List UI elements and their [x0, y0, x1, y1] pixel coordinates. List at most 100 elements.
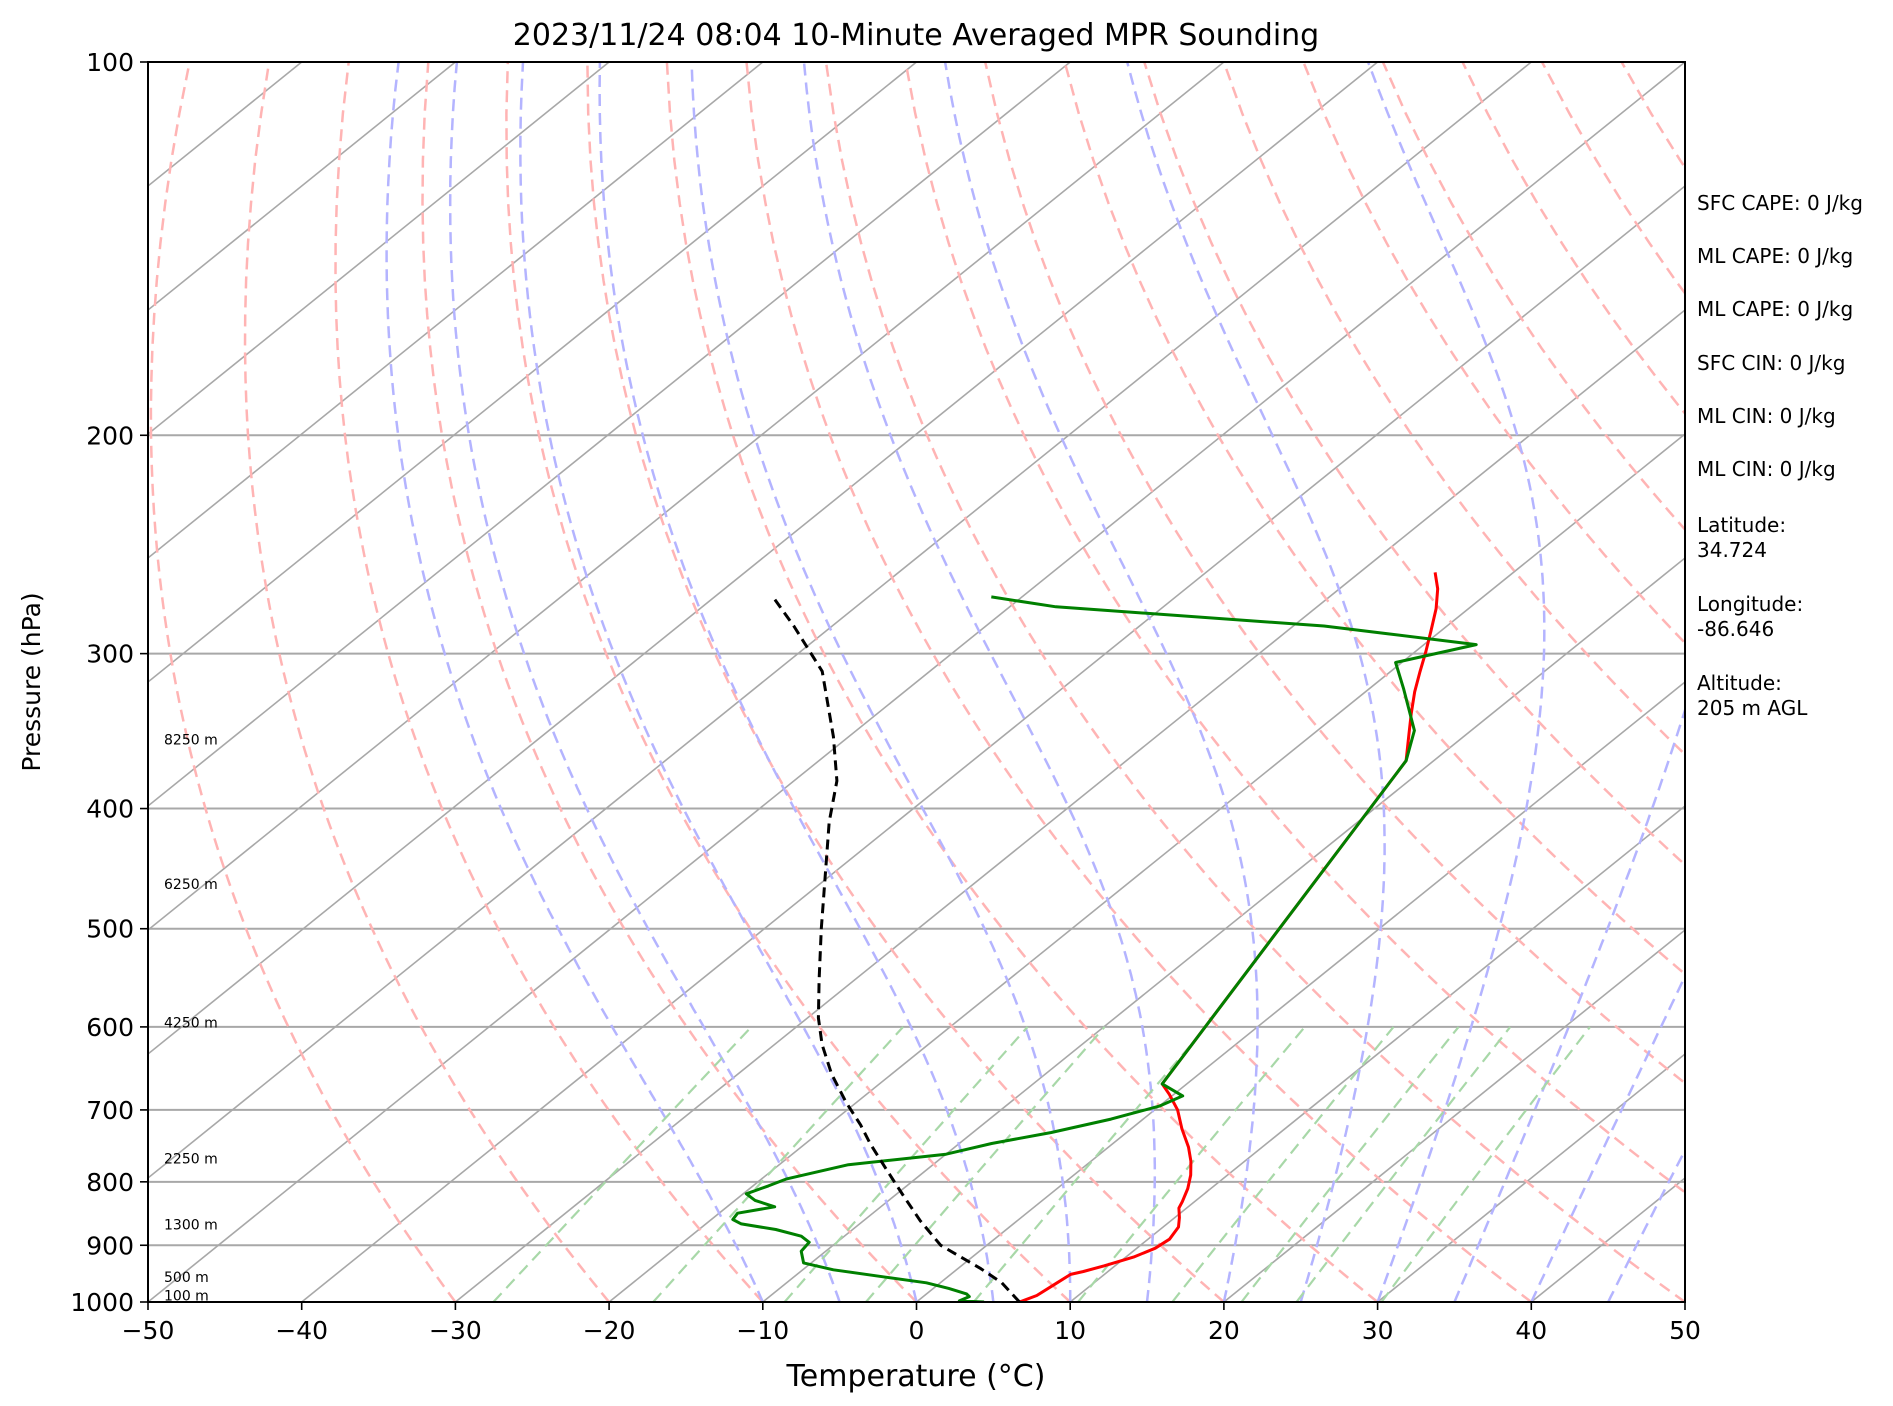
- x-tick-label: −20: [583, 1316, 636, 1345]
- mixing-ratio-line: [972, 1026, 1208, 1302]
- isotherm-line: [301, 184, 1685, 1302]
- height-label: 4250 m: [164, 1015, 218, 1031]
- height-label: 8250 m: [164, 733, 218, 749]
- moist-adiabat: [1453, 62, 1685, 1302]
- dry-adiabat: [904, 62, 1685, 1194]
- dry-adiabat: [505, 62, 1072, 1302]
- moist-adiabat: [802, 62, 1157, 1302]
- mixing-ratio-line: [652, 1026, 904, 1302]
- x-tick-label: −50: [122, 1316, 175, 1345]
- ml-cape-text: ML CAPE: 0 J/kg: [1697, 244, 1853, 268]
- dry-adiabat: [983, 62, 1685, 1085]
- height-label: 6250 m: [164, 877, 218, 893]
- isotherm-line: [148, 62, 1379, 1056]
- y-tick-label: 900: [86, 1231, 134, 1260]
- y-tick-label: 800: [86, 1168, 134, 1197]
- info-panel: SFC CAPE: 0 J/kg ML CAPE: 0 J/kg ML CAPE…: [1697, 191, 1863, 720]
- moist-adiabat: [385, 62, 764, 1302]
- dry-adiabat: [243, 62, 611, 1302]
- sfc-cape-text: SFC CAPE: 0 J/kg: [1697, 191, 1863, 215]
- x-axis-label: Temperature (°C): [786, 1359, 1046, 1394]
- isotherm-line: [915, 680, 1685, 1302]
- y-tick-label: 300: [86, 640, 134, 669]
- series-line-1: [731, 595, 1478, 1302]
- x-tick-label: 50: [1669, 1316, 1701, 1345]
- dry-adiabat: [665, 62, 1379, 1302]
- moist-adiabat: [943, 62, 1259, 1302]
- background-lines: [148, 62, 1685, 1302]
- longitude-value: -86.646: [1697, 617, 1774, 641]
- moist-adiabat: [519, 62, 918, 1302]
- isotherm-line: [1069, 804, 1685, 1302]
- y-tick-label: 200: [86, 421, 134, 450]
- x-tick-label: 30: [1362, 1316, 1394, 1345]
- isotherm-line: [148, 62, 456, 312]
- dry-adiabat: [1143, 62, 1685, 867]
- latitude-label: Latitude:: [1697, 513, 1786, 537]
- height-label: 500 m: [164, 1270, 209, 1286]
- moist-adiabat: [1125, 62, 1386, 1302]
- x-tick-label: −10: [736, 1316, 789, 1345]
- mixing-ratio-line: [1380, 1026, 1591, 1302]
- height-label: 1300 m: [164, 1218, 218, 1234]
- x-tick-label: −40: [275, 1316, 328, 1345]
- x-tick-label: 0: [909, 1316, 925, 1345]
- y-axis-label: Pressure (hPa): [17, 592, 46, 771]
- mixing-ratio-line: [1240, 1026, 1460, 1302]
- moist-adiabat: [448, 62, 841, 1302]
- height-label: 100 m: [164, 1288, 209, 1304]
- isotherm-line: [148, 62, 918, 684]
- height-label: 2250 m: [164, 1151, 218, 1167]
- sfc-cin-text: SFC CIN: 0 J/kg: [1697, 351, 1845, 375]
- longitude-label: Longitude:: [1697, 592, 1803, 616]
- dry-adiabat: [824, 62, 1685, 1302]
- altitude-label: Altitude:: [1697, 671, 1782, 695]
- moist-adiabat: [1366, 62, 1546, 1302]
- chart-title: 2023/11/24 08:04 10-Minute Averaged MPR …: [513, 18, 1319, 53]
- ml-cin-text-2: ML CIN: 0 J/kg: [1697, 457, 1836, 481]
- moist-adiabat: [1530, 973, 1685, 1302]
- y-tick-label: 400: [86, 795, 134, 824]
- moist-adiabat: [1607, 1147, 1685, 1302]
- y-axis: 100 200 300 400 500 600 700 800 900 1000: [70, 48, 148, 1317]
- x-axis: −50 −40 −30 −20 −10 0 10 20 30 40 50: [122, 1302, 1701, 1345]
- x-tick-label: −30: [429, 1316, 482, 1345]
- dry-adiabat: [334, 62, 764, 1302]
- mixing-ratio-line: [492, 1026, 753, 1302]
- mixing-ratio-line: [865, 1026, 1106, 1302]
- isotherm-line: [1377, 1052, 1685, 1302]
- y-tick-label: 100: [86, 48, 134, 77]
- isotherm-line: [148, 62, 1685, 1302]
- x-tick-label: 40: [1515, 1316, 1547, 1345]
- ml-cin-text: ML CIN: 0 J/kg: [1697, 404, 1836, 428]
- mixing-ratio-line: [1295, 1026, 1512, 1302]
- isotherm-line: [148, 62, 764, 560]
- x-tick-label: 10: [1054, 1316, 1086, 1345]
- dry-adiabat: [1063, 62, 1685, 976]
- dry-adiabat: [421, 62, 918, 1302]
- dry-adiabat: [1302, 62, 1685, 645]
- dry-adiabat: [745, 62, 1533, 1302]
- isotherm-line: [1223, 928, 1685, 1302]
- x-tick-label: 20: [1208, 1316, 1240, 1345]
- isotherm-line: [148, 62, 1225, 932]
- isotherm-line: [148, 62, 1071, 808]
- moist-adiabat: [598, 62, 995, 1302]
- moist-adiabat: [690, 62, 1072, 1302]
- series-line-0: [1018, 572, 1440, 1302]
- latitude-value: 34.724: [1697, 538, 1767, 562]
- isotherm-line: [454, 308, 1685, 1302]
- ml-cape-text-2: ML CAPE: 0 J/kg: [1697, 297, 1853, 321]
- y-tick-label: 700: [86, 1096, 134, 1125]
- isotherm-line: [148, 62, 610, 436]
- isotherm-line: [148, 62, 1532, 1180]
- y-tick-label: 600: [86, 1013, 134, 1042]
- dry-adiabat: [586, 62, 1225, 1302]
- isotherm-line: [762, 556, 1685, 1302]
- y-tick-label: 1000: [70, 1288, 134, 1317]
- height-labels: 100 m 500 m 1300 m 2250 m 4250 m 6250 m 8250 m: [164, 733, 218, 1305]
- isotherm-line: [608, 432, 1685, 1302]
- dry-adiabat: [149, 62, 457, 1302]
- altitude-value: 205 m AGL: [1697, 696, 1808, 720]
